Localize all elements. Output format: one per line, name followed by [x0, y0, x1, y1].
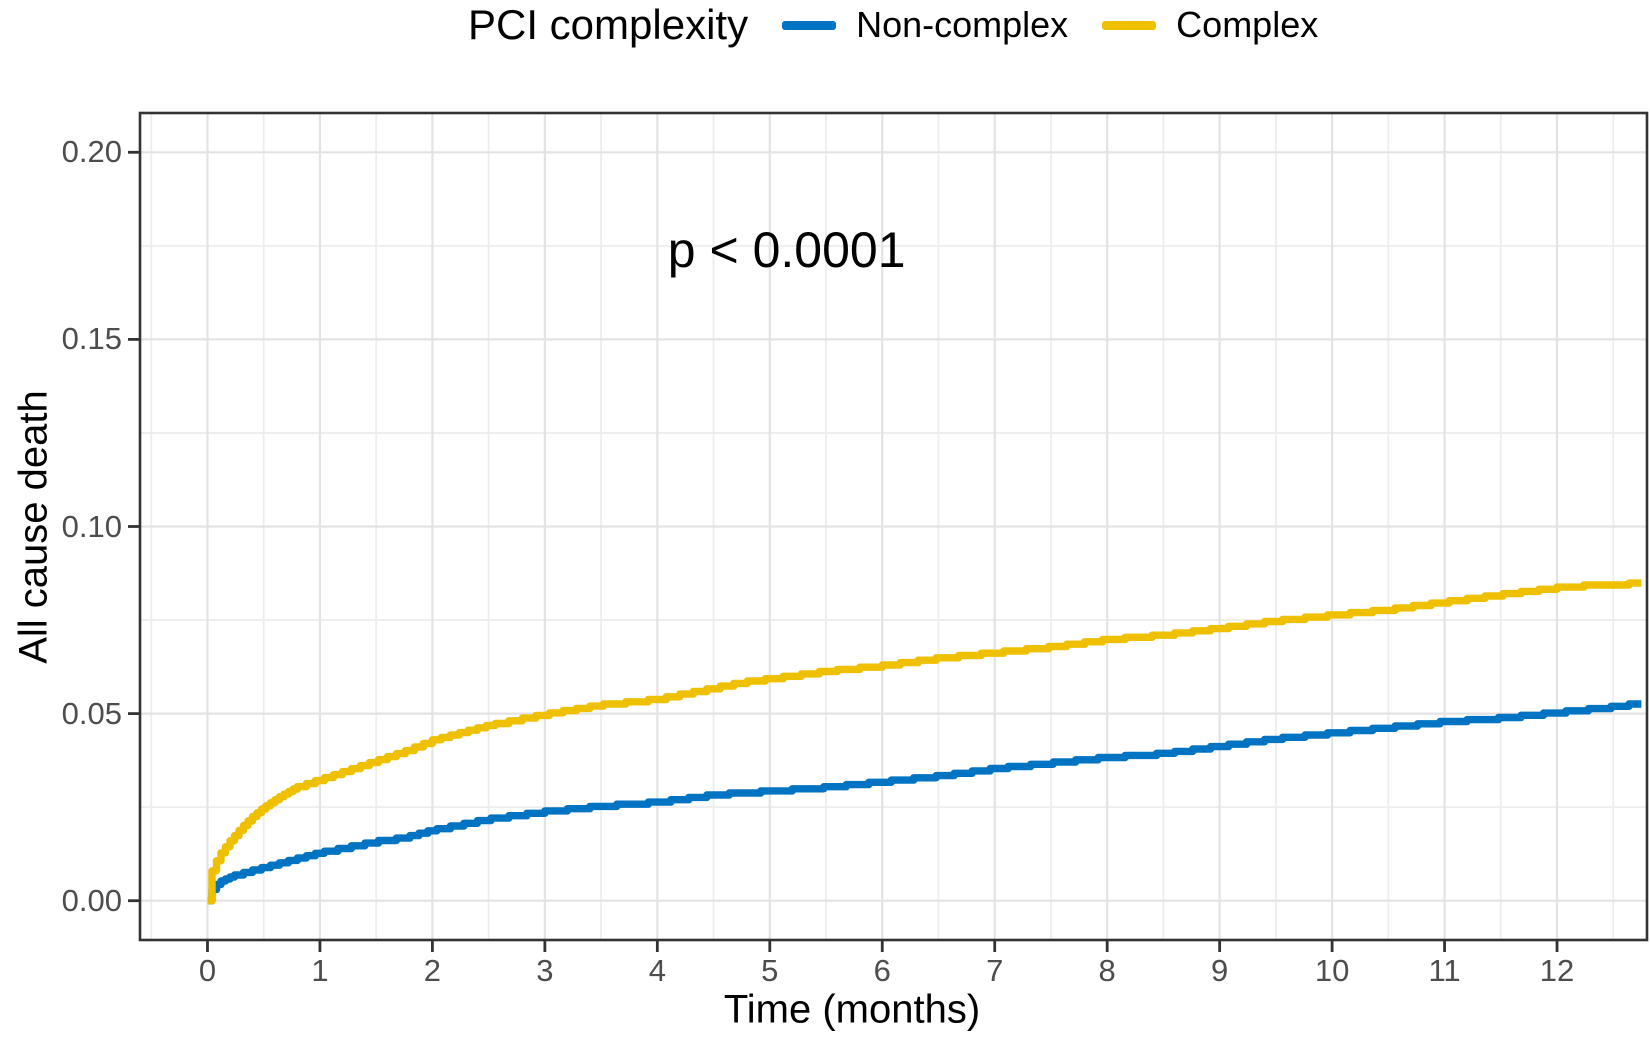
legend: PCI complexity Non-complex Complex — [468, 0, 1318, 50]
legend-label-complex: Complex — [1176, 4, 1319, 45]
legend-title: PCI complexity — [468, 1, 749, 48]
x-tick-label: 7 — [986, 953, 1004, 988]
x-tick-label: 2 — [423, 953, 442, 988]
y-tick-label: 0.10 — [61, 508, 122, 544]
complex-line-key-icon — [1102, 20, 1157, 30]
x-tick-label: 9 — [1211, 953, 1229, 988]
x-tick-label: 8 — [1098, 953, 1116, 988]
y-tick-label: 0.00 — [61, 882, 122, 918]
x-tick-label: 0 — [198, 953, 217, 988]
legend-item-non-complex: Non-complex — [782, 4, 1068, 46]
x-tick-label: 3 — [536, 953, 554, 988]
y-tick-label: 0.05 — [61, 695, 122, 731]
x-axis-title: Time (months) — [723, 987, 981, 1032]
panel-border — [138, 111, 1649, 942]
non-complex-line-key-icon — [782, 20, 837, 30]
x-tick-label: 12 — [1539, 953, 1575, 988]
x-tick-label: 6 — [873, 953, 891, 988]
x-tick-label: 4 — [648, 953, 666, 988]
series-line-non-complex — [207, 700, 1642, 905]
legend-item-complex: Complex — [1102, 4, 1318, 46]
x-tick-label: 10 — [1314, 953, 1350, 988]
p-value-annotation: p < 0.0001 — [667, 221, 906, 278]
y-tick-label: 0.15 — [61, 321, 122, 357]
series-line-complex — [207, 579, 1642, 905]
y-tick-label: 0.20 — [61, 134, 122, 170]
x-tick-label: 1 — [311, 953, 329, 988]
legend-label-non-complex: Non-complex — [856, 4, 1069, 45]
x-tick-label: 11 — [1428, 953, 1461, 988]
x-tick-label: 5 — [761, 953, 779, 988]
